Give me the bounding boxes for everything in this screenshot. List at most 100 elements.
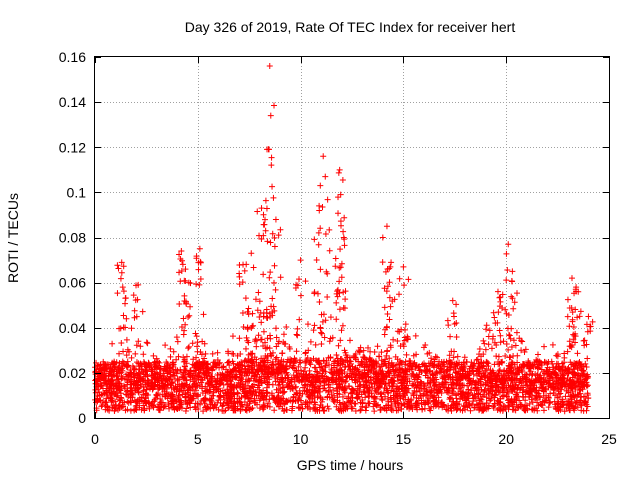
spike-point: [503, 250, 510, 257]
scatter-point: [514, 352, 521, 359]
scatter-point: [253, 343, 260, 350]
scatter-point: [528, 372, 535, 379]
spike-point: [200, 311, 207, 318]
scatter-point: [566, 323, 573, 330]
scatter-point: [427, 407, 434, 414]
spike-point: [255, 289, 262, 296]
scatter-point: [526, 400, 533, 407]
scatter-point: [402, 321, 409, 328]
scatter-point: [583, 364, 590, 371]
scatter-point: [344, 395, 351, 402]
scatter-point: [508, 359, 515, 366]
scatter-point: [301, 382, 308, 389]
scatter-point: [402, 384, 409, 391]
scatter-point: [256, 386, 263, 393]
scatter-point: [313, 368, 320, 375]
spike-point: [269, 183, 276, 190]
scatter-point: [419, 361, 426, 368]
scatter-point: [246, 400, 253, 407]
spike-point: [261, 216, 268, 223]
scatter-point: [242, 345, 249, 352]
scatter-point: [128, 325, 135, 332]
spike-point: [340, 228, 347, 235]
scatter-point: [390, 336, 397, 343]
scatter-point: [326, 376, 333, 383]
scatter-point: [232, 374, 239, 381]
scatter-point: [180, 369, 187, 376]
y-tick-labels: 0 0.02 0.04 0.06 0.08 0.1 0.12 0.14 0.16: [59, 49, 86, 426]
scatter-point: [568, 398, 575, 405]
scatter-point: [302, 358, 309, 365]
scatter-point: [311, 364, 318, 371]
scatter-point: [410, 371, 417, 378]
scatter-point: [304, 387, 311, 394]
scatter-point: [225, 348, 232, 355]
scatter-point: [561, 408, 568, 415]
peak-point: [336, 166, 343, 173]
scatter-point: [149, 386, 156, 393]
scatter-point: [458, 361, 465, 368]
spike-point: [497, 298, 504, 305]
scatter-point: [192, 383, 199, 390]
scatter-point: [144, 377, 151, 384]
spike-point: [293, 331, 300, 338]
scatter-point: [293, 348, 300, 355]
scatter-point: [553, 352, 560, 359]
scatter-point: [513, 381, 520, 388]
spike-point: [326, 226, 333, 233]
scatter-point: [124, 398, 131, 405]
scatter-point: [170, 348, 177, 355]
scatter-point: [322, 362, 329, 369]
peak-point: [383, 223, 390, 230]
scatter-point: [373, 389, 380, 396]
peak-point: [196, 245, 203, 252]
scatter-point: [290, 393, 297, 400]
scatter-point: [251, 363, 258, 370]
spike-point: [333, 316, 340, 323]
scatter-point: [416, 367, 423, 374]
scatter-point: [483, 358, 490, 365]
scatter-point: [437, 400, 444, 407]
scatter-point: [371, 349, 378, 356]
scatter-point: [192, 330, 199, 337]
scatter-point: [547, 382, 554, 389]
scatter-point: [180, 354, 187, 361]
scatter-point: [124, 362, 131, 369]
scatter-point: [488, 345, 495, 352]
scatter-point: [576, 359, 583, 366]
spike-point: [120, 312, 127, 319]
scatter-point: [185, 345, 192, 352]
scatter-point: [153, 391, 160, 398]
scatter-point: [249, 391, 256, 398]
scatter-point: [114, 376, 121, 383]
scatter-point: [174, 338, 181, 345]
scatter-point: [221, 396, 228, 403]
scatter-point: [365, 344, 372, 351]
spike-point: [334, 286, 341, 293]
spike-point: [272, 286, 279, 293]
scatter-point: [311, 322, 318, 329]
spike-point: [315, 241, 322, 248]
scatter-point: [100, 379, 107, 386]
scatter-point: [202, 350, 209, 357]
scatter-point: [109, 340, 116, 347]
scatter-point: [577, 386, 584, 393]
scatter-point: [430, 385, 437, 392]
scatter-point: [280, 331, 287, 338]
scatter-point: [165, 381, 172, 388]
spike-point: [297, 292, 304, 299]
scatter-point: [363, 384, 370, 391]
scatter-point: [344, 354, 351, 361]
scatter-point: [234, 390, 241, 397]
scatter-point: [504, 388, 511, 395]
spike-point: [122, 300, 129, 307]
scatter-point: [483, 326, 490, 333]
scatter-point: [357, 407, 364, 414]
spike-point: [318, 330, 325, 337]
scatter-point: [135, 338, 142, 345]
scatter-point: [454, 353, 461, 360]
scatter-point: [326, 361, 333, 368]
scatter-point: [519, 338, 526, 345]
scatter-point: [207, 388, 214, 395]
spike-point: [254, 208, 261, 215]
